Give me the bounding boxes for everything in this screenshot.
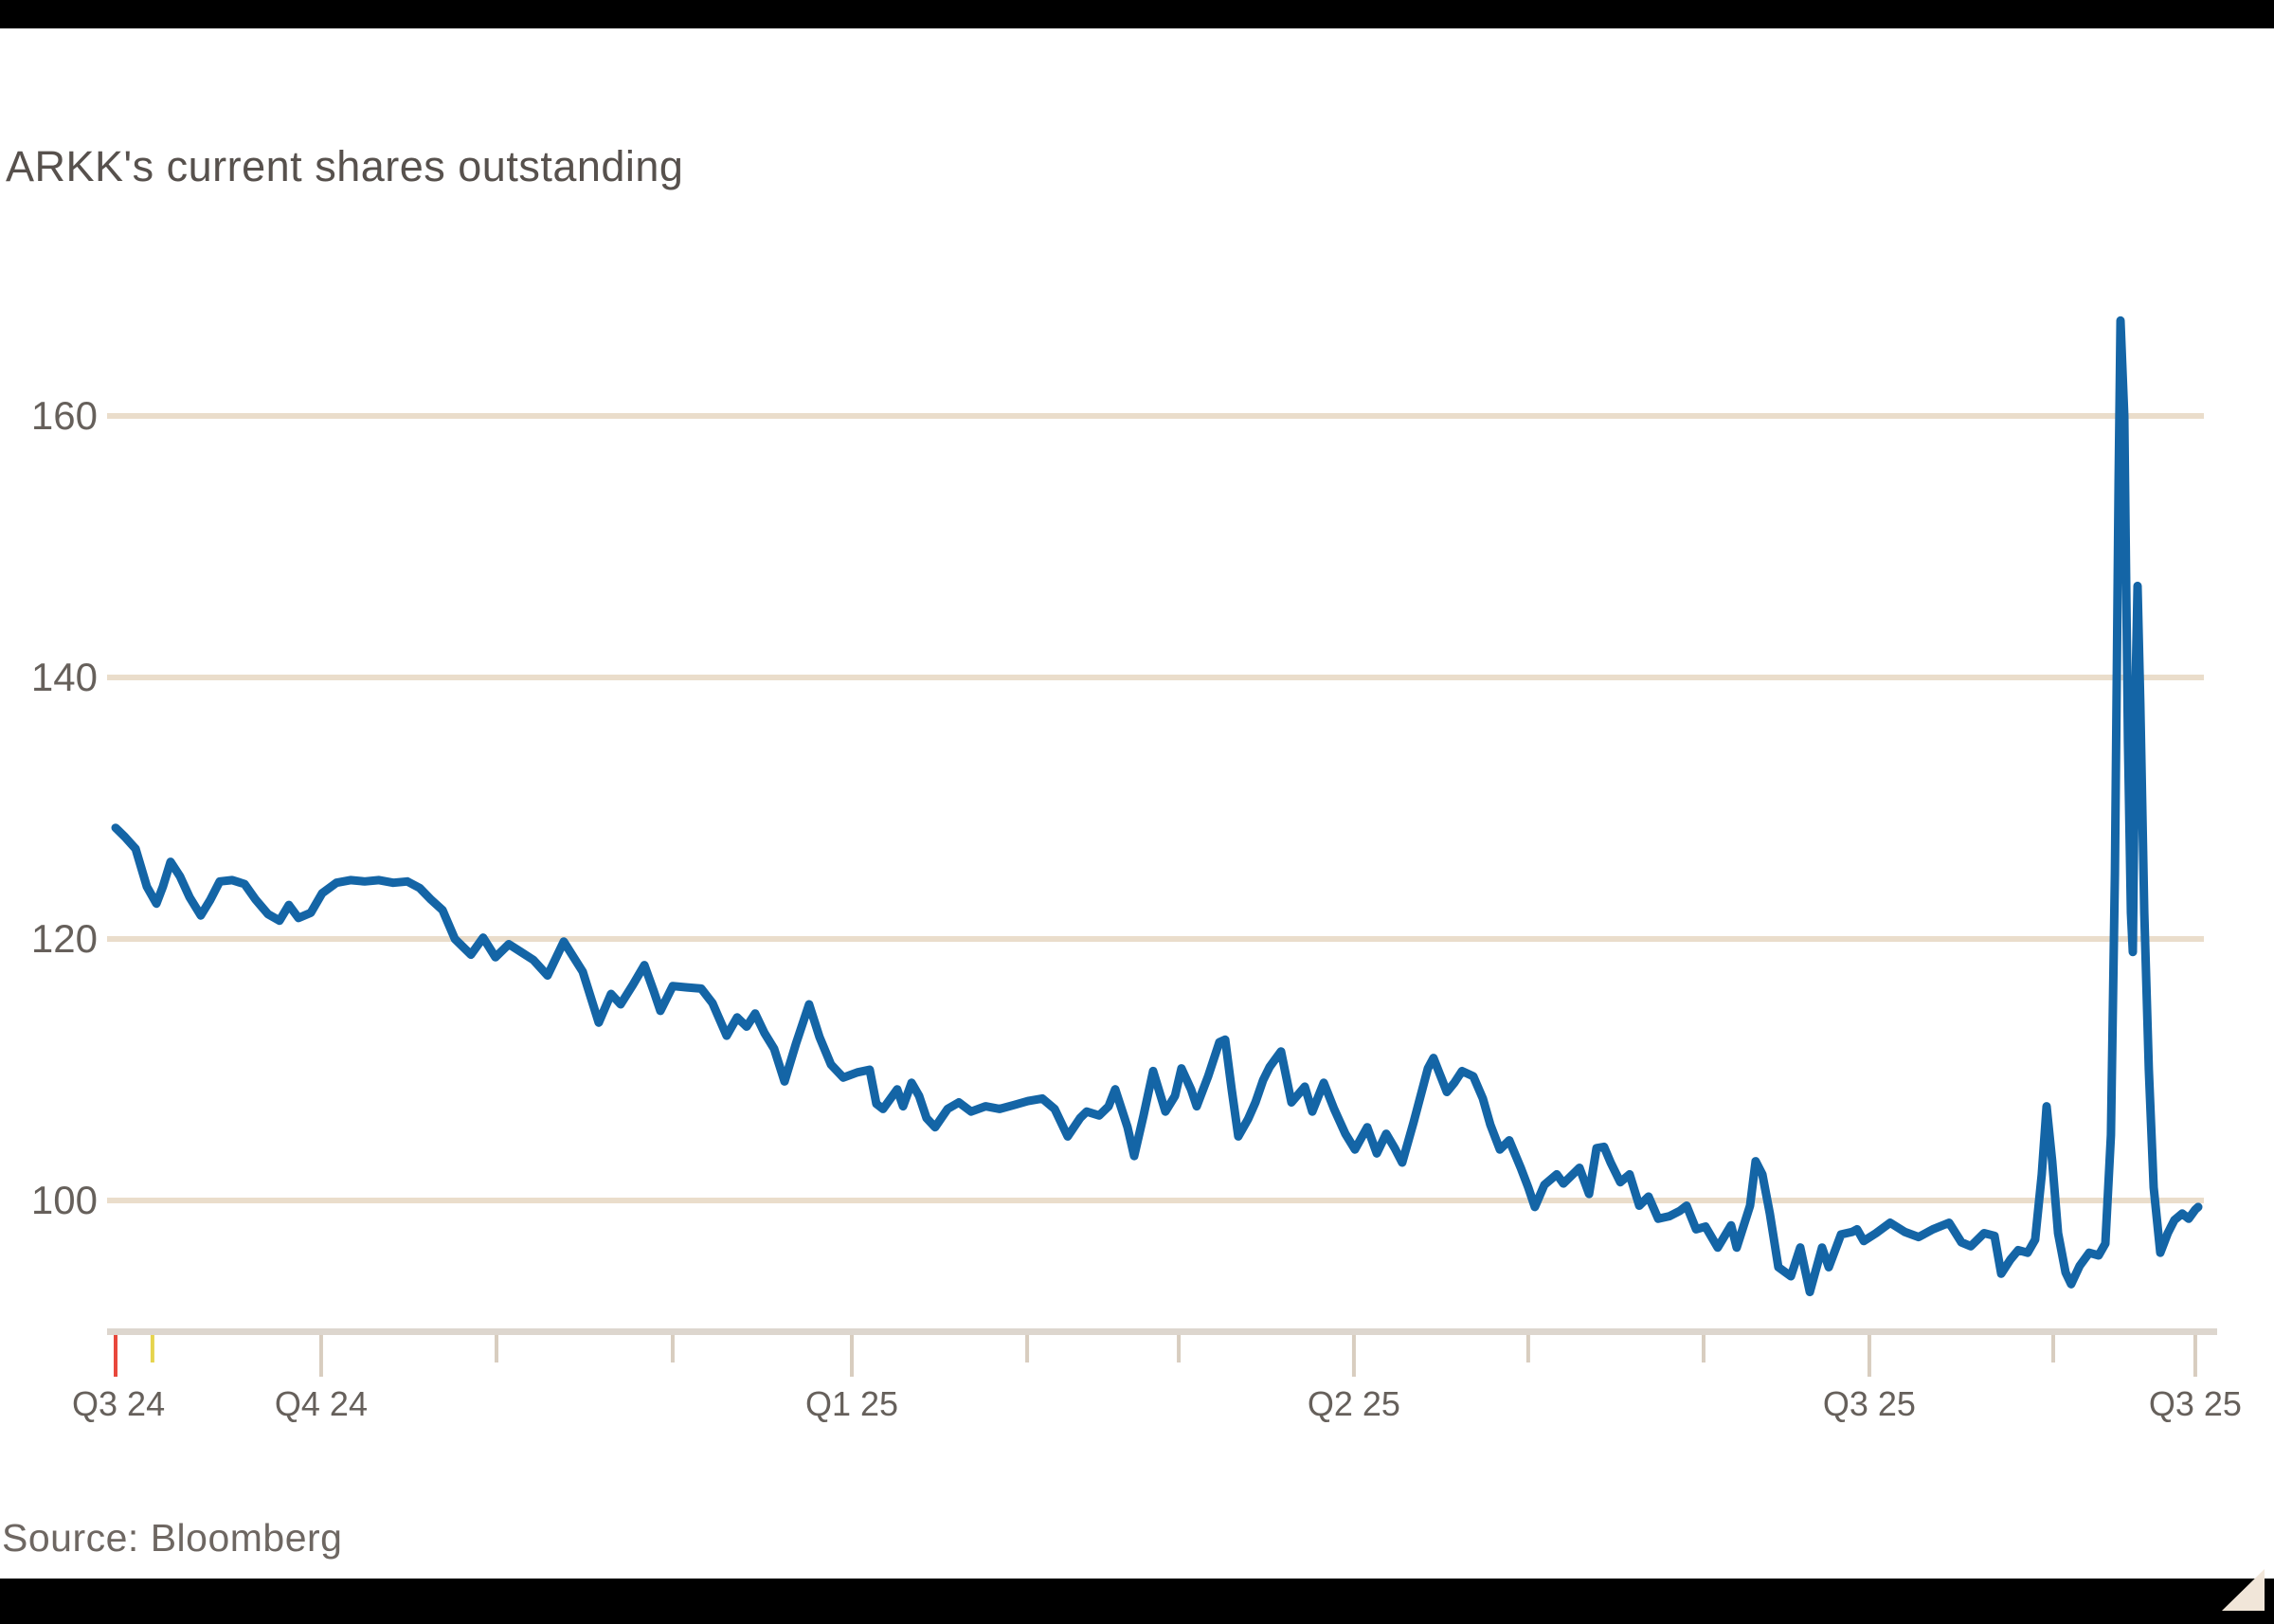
x-tick-label-1: Q4 24 [274, 1384, 368, 1423]
y-tick-label-120: 120 [30, 916, 98, 961]
x-tick-label-0: Q3 24 [72, 1384, 166, 1423]
gridline-160 [107, 413, 2204, 419]
series-line [111, 316, 2203, 1297]
x-axis-tick-1 [150, 1335, 154, 1362]
x-axis-tick-3 [495, 1335, 499, 1362]
x-axis-tick-6 [1025, 1335, 1030, 1362]
x-axis-tick-2 [318, 1335, 323, 1377]
gridline-120 [107, 936, 2204, 942]
x-axis-tick-12 [2051, 1335, 2056, 1362]
x-axis-tick-13 [2193, 1335, 2197, 1377]
x-tick-label-5: Q3 25 [2148, 1384, 2242, 1423]
x-tick-label-4: Q3 25 [1822, 1384, 1916, 1423]
bottom-black-bar [0, 1579, 2274, 1624]
x-axis-tick-8 [1351, 1335, 1356, 1377]
x-axis-tick-11 [1867, 1335, 1871, 1377]
y-tick-label-140: 140 [30, 655, 98, 699]
x-axis-tick-4 [670, 1335, 675, 1362]
x-axis-tick-5 [849, 1335, 854, 1377]
gridline-140 [107, 675, 2204, 680]
x-axis-line [107, 1328, 2217, 1335]
gridline-100 [107, 1198, 2204, 1203]
top-black-bar [0, 0, 2274, 28]
y-tick-label-160: 160 [30, 393, 98, 438]
y-tick-label-100: 100 [30, 1178, 98, 1222]
source-note: Source: Bloomberg [2, 1516, 343, 1560]
x-axis-tick-7 [1177, 1335, 1182, 1362]
x-tick-label-2: Q1 25 [804, 1384, 899, 1423]
x-tick-label-3: Q2 25 [1307, 1384, 1400, 1423]
x-axis-tick-0 [114, 1335, 117, 1377]
chart-title: ARKK's current shares outstanding [6, 142, 684, 190]
x-axis-tick-10 [1701, 1335, 1706, 1362]
x-axis-tick-9 [1525, 1335, 1530, 1362]
